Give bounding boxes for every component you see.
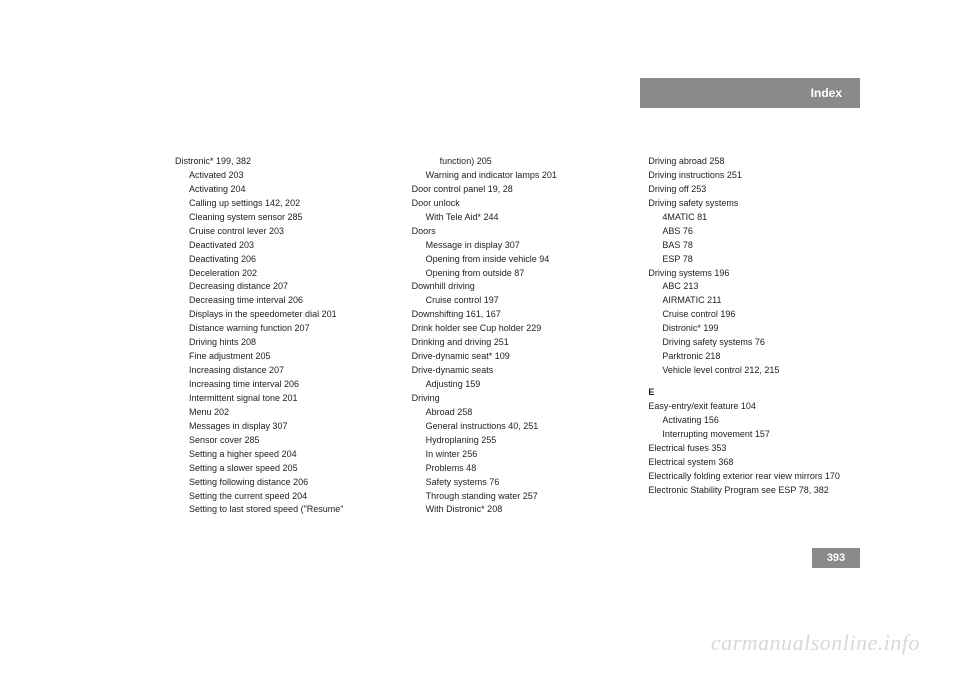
index-entry: Interrupting movement 157 (648, 428, 865, 442)
index-entry: Cruise control 197 (412, 294, 629, 308)
index-entry: Increasing time interval 206 (175, 378, 392, 392)
index-entry: Deactivated 203 (175, 239, 392, 253)
column-3: Driving abroad 258Driving instructions 2… (648, 155, 865, 517)
index-entry: Setting to last stored speed ("Resume" (175, 503, 392, 517)
index-entry: Driving abroad 258 (648, 155, 865, 169)
index-entry: Distronic* 199 (648, 322, 865, 336)
column-1: Distronic* 199, 382Activated 203Activati… (175, 155, 392, 517)
index-entry: E (648, 386, 865, 400)
index-entry: Distance warning function 207 (175, 322, 392, 336)
index-entry: Drinking and driving 251 (412, 336, 629, 350)
index-entry: Message in display 307 (412, 239, 629, 253)
index-entry: General instructions 40, 251 (412, 420, 629, 434)
index-entry: Door control panel 19, 28 (412, 183, 629, 197)
index-entry: Messages in display 307 (175, 420, 392, 434)
index-entry: Activating 204 (175, 183, 392, 197)
index-entry: Problems 48 (412, 462, 629, 476)
index-entry: Driving safety systems (648, 197, 865, 211)
index-title: Index (811, 86, 842, 100)
index-entry: Door unlock (412, 197, 629, 211)
index-entry: Parktronic 218 (648, 350, 865, 364)
index-entry: Opening from inside vehicle 94 (412, 253, 629, 267)
index-entry: AIRMATIC 211 (648, 294, 865, 308)
index-entry: Electrical system 368 (648, 456, 865, 470)
index-entry: Safety systems 76 (412, 476, 629, 490)
index-entry: Cleaning system sensor 285 (175, 211, 392, 225)
index-entry: Electronic Stability Program see ESP 78,… (648, 484, 865, 498)
index-entry: Downshifting 161, 167 (412, 308, 629, 322)
index-entry: Activated 203 (175, 169, 392, 183)
index-entry: ABC 213 (648, 280, 865, 294)
index-entry: Distronic* 199, 382 (175, 155, 392, 169)
index-entry: Drive-dynamic seats (412, 364, 629, 378)
index-entry: Vehicle level control 212, 215 (648, 364, 865, 378)
index-entry: Activating 156 (648, 414, 865, 428)
index-entry: BAS 78 (648, 239, 865, 253)
index-entry: Opening from outside 87 (412, 267, 629, 281)
index-entry: function) 205 (412, 155, 629, 169)
index-entry: Easy-entry/exit feature 104 (648, 400, 865, 414)
page-number: 393 (827, 552, 845, 564)
index-entry: In winter 256 (412, 448, 629, 462)
watermark: carmanualsonline.info (711, 630, 920, 656)
index-entry: Electrical fuses 353 (648, 442, 865, 456)
index-content: Distronic* 199, 382Activated 203Activati… (175, 155, 865, 517)
index-entry: Setting the current speed 204 (175, 490, 392, 504)
index-entry: Increasing distance 207 (175, 364, 392, 378)
index-entry: Doors (412, 225, 629, 239)
index-entry: Driving hints 208 (175, 336, 392, 350)
index-entry: Downhill driving (412, 280, 629, 294)
index-entry: Driving systems 196 (648, 267, 865, 281)
index-entry: Fine adjustment 205 (175, 350, 392, 364)
index-entry: ABS 76 (648, 225, 865, 239)
index-entry: Menu 202 (175, 406, 392, 420)
index-entry: Through standing water 257 (412, 490, 629, 504)
index-header: Index (640, 78, 860, 108)
index-entry: Electrically folding exterior rear view … (648, 470, 865, 484)
index-entry: With Distronic* 208 (412, 503, 629, 517)
index-entry: Calling up settings 142, 202 (175, 197, 392, 211)
index-entry: ESP 78 (648, 253, 865, 267)
index-entry: Setting a higher speed 204 (175, 448, 392, 462)
page-number-box: 393 (812, 548, 860, 568)
index-entry: Driving off 253 (648, 183, 865, 197)
index-entry: Cruise control 196 (648, 308, 865, 322)
index-entry: Decreasing time interval 206 (175, 294, 392, 308)
index-entry: Drive-dynamic seat* 109 (412, 350, 629, 364)
index-entry: With Tele Aid* 244 (412, 211, 629, 225)
index-entry: Hydroplaning 255 (412, 434, 629, 448)
index-entry: Abroad 258 (412, 406, 629, 420)
index-entry: Driving safety systems 76 (648, 336, 865, 350)
index-entry: Setting following distance 206 (175, 476, 392, 490)
index-entry: Intermittent signal tone 201 (175, 392, 392, 406)
index-entry: 4MATIC 81 (648, 211, 865, 225)
index-entry: Adjusting 159 (412, 378, 629, 392)
index-entry: Driving (412, 392, 629, 406)
index-entry: Cruise control lever 203 (175, 225, 392, 239)
index-entry: Displays in the speedometer dial 201 (175, 308, 392, 322)
index-entry: Sensor cover 285 (175, 434, 392, 448)
index-entry: Deceleration 202 (175, 267, 392, 281)
index-entry: Driving instructions 251 (648, 169, 865, 183)
index-entry: Drink holder see Cup holder 229 (412, 322, 629, 336)
index-entry: Decreasing distance 207 (175, 280, 392, 294)
index-entry: Setting a slower speed 205 (175, 462, 392, 476)
index-entry: Warning and indicator lamps 201 (412, 169, 629, 183)
column-2: function) 205Warning and indicator lamps… (412, 155, 629, 517)
index-entry: Deactivating 206 (175, 253, 392, 267)
